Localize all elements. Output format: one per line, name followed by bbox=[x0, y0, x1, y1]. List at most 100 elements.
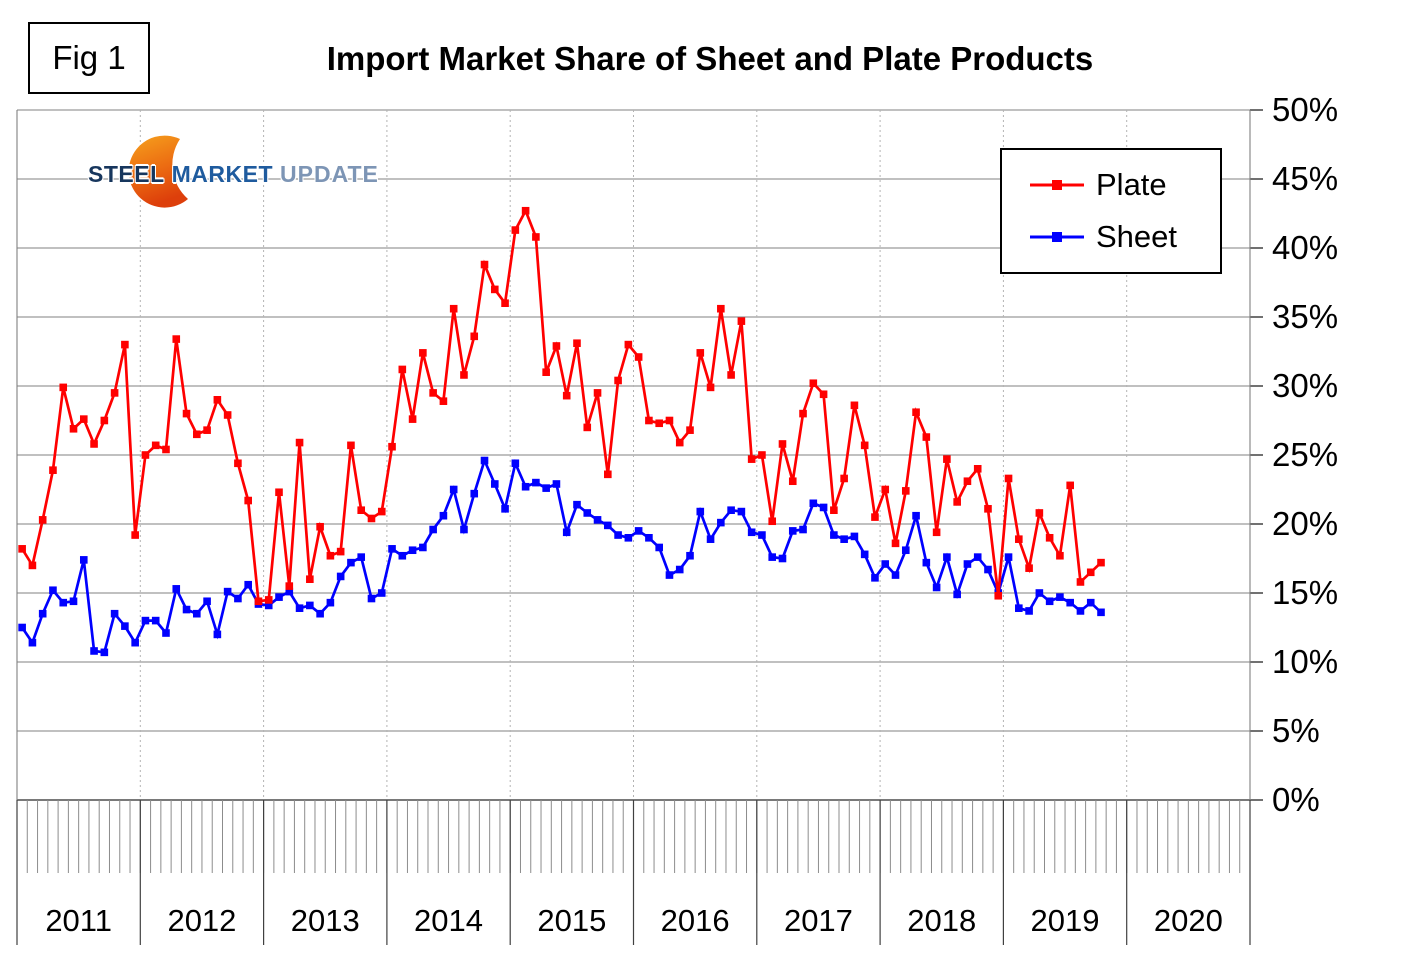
sheet-data-point bbox=[28, 638, 37, 647]
x-axis-year-label: 2017 bbox=[783, 903, 853, 938]
plate-data-point bbox=[408, 415, 417, 423]
sheet-data-point bbox=[624, 534, 633, 542]
plate-data-point bbox=[737, 317, 746, 325]
plate-data-point bbox=[162, 445, 170, 454]
sheet-data-point bbox=[809, 499, 818, 508]
plate-data-point bbox=[254, 597, 263, 606]
plate-data-point bbox=[90, 440, 98, 448]
sheet-data-point bbox=[973, 553, 982, 561]
sheet-data-point bbox=[408, 546, 417, 555]
sheet-data-point bbox=[552, 480, 561, 488]
plate-data-point bbox=[28, 561, 37, 570]
sheet-data-point bbox=[932, 583, 941, 592]
y-axis-label: 25% bbox=[1272, 436, 1339, 473]
logo-crescent-icon bbox=[128, 135, 188, 208]
sheet-data-point bbox=[131, 638, 139, 647]
plate-data-point bbox=[49, 466, 57, 474]
plate-data-point bbox=[953, 498, 961, 506]
x-axis-year-label: 2014 bbox=[414, 903, 484, 938]
x-axis-year-label: 2012 bbox=[167, 903, 237, 938]
plate-data-point bbox=[295, 438, 304, 447]
plate-data-point bbox=[110, 389, 119, 397]
plate-data-point bbox=[234, 459, 242, 468]
sheet-data-point bbox=[1025, 607, 1033, 615]
plate-line-marker-icon bbox=[1030, 179, 1084, 190]
sheet-data-point bbox=[439, 511, 448, 520]
plate-data-point bbox=[860, 441, 869, 450]
sheet-data-point bbox=[172, 585, 181, 593]
plate-data-point bbox=[398, 365, 407, 374]
sheet-data-point bbox=[59, 598, 68, 607]
plate-data-point bbox=[1015, 535, 1023, 543]
x-axis-year-label: 2015 bbox=[537, 903, 607, 938]
sheet-data-point bbox=[203, 597, 211, 606]
sheet-data-point bbox=[388, 545, 396, 553]
logo-word-steel: STEEL bbox=[88, 161, 165, 187]
sheet-data-point bbox=[922, 558, 931, 567]
plate-data-point bbox=[696, 349, 705, 357]
sheet-data-point bbox=[511, 459, 520, 468]
plate-data-point bbox=[706, 383, 715, 392]
sheet-data-point bbox=[223, 587, 232, 596]
legend-item-plate: Plate bbox=[1002, 167, 1220, 203]
sheet-data-point bbox=[819, 503, 828, 512]
page-title: Import Market Share of Sheet and Plate P… bbox=[326, 40, 1094, 77]
sheet-data-point bbox=[69, 597, 78, 606]
plate-data-point bbox=[675, 438, 684, 447]
plate-data-point bbox=[1066, 481, 1074, 490]
plate-data-point bbox=[521, 206, 530, 215]
plate-data-point bbox=[100, 416, 109, 425]
y-axis-label: 10% bbox=[1272, 643, 1339, 680]
x-axis-year-label: 2019 bbox=[1030, 903, 1100, 938]
plate-data-point bbox=[439, 397, 448, 405]
sheet-data-point bbox=[706, 535, 715, 543]
sheet-data-point bbox=[860, 550, 869, 559]
plate-data-point bbox=[922, 433, 931, 441]
sheet-data-point bbox=[182, 605, 191, 614]
plate-data-point bbox=[223, 411, 232, 419]
sheet-data-point bbox=[573, 500, 581, 509]
plate-data-point bbox=[799, 409, 807, 418]
plate-data-point bbox=[419, 349, 427, 357]
plate-data-point bbox=[357, 506, 366, 514]
sheet-data-point bbox=[850, 532, 859, 541]
plate-data-point bbox=[18, 545, 26, 553]
logo-word-update: UPDATE bbox=[280, 161, 379, 187]
plate-data-point bbox=[604, 470, 612, 479]
x-axis-year-label: 2016 bbox=[660, 903, 730, 938]
sheet-line-marker-icon bbox=[1030, 232, 1084, 243]
plate-data-point bbox=[552, 342, 561, 350]
sheet-data-point bbox=[429, 525, 437, 534]
plate-data-point bbox=[1056, 551, 1064, 560]
sheet-data-point bbox=[244, 580, 252, 589]
legend-label-plate: Plate bbox=[1096, 166, 1167, 202]
plate-data-point bbox=[182, 409, 191, 418]
plate-data-point bbox=[388, 442, 396, 451]
sheet-data-point bbox=[1086, 598, 1095, 607]
sheet-data-point bbox=[285, 587, 294, 596]
sheet-data-point bbox=[686, 551, 694, 560]
sheet-series-line bbox=[21, 456, 1102, 654]
sheet-data-point bbox=[737, 507, 746, 516]
sheet-data-point bbox=[593, 516, 602, 524]
plate-data-point bbox=[624, 340, 633, 349]
plate-data-point bbox=[367, 514, 376, 523]
sheet-data-point bbox=[901, 546, 910, 555]
sheet-data-point bbox=[799, 525, 807, 534]
plate-data-point bbox=[203, 426, 211, 434]
plate-data-point bbox=[717, 304, 725, 313]
plate-data-point bbox=[449, 304, 458, 313]
sheet-data-point bbox=[881, 560, 890, 568]
sheet-data-point bbox=[1056, 593, 1064, 601]
plate-data-point bbox=[121, 340, 129, 349]
plate-data-point bbox=[830, 506, 838, 514]
figure-number: Fig 1 bbox=[52, 39, 126, 76]
sheet-data-point bbox=[377, 589, 386, 597]
sheet-data-point bbox=[778, 554, 787, 563]
sheet-data-point bbox=[1097, 608, 1105, 617]
sheet-data-point bbox=[542, 484, 550, 492]
sheet-data-point bbox=[655, 543, 663, 552]
sheet-data-point bbox=[747, 528, 756, 537]
plate-data-point bbox=[727, 371, 735, 379]
